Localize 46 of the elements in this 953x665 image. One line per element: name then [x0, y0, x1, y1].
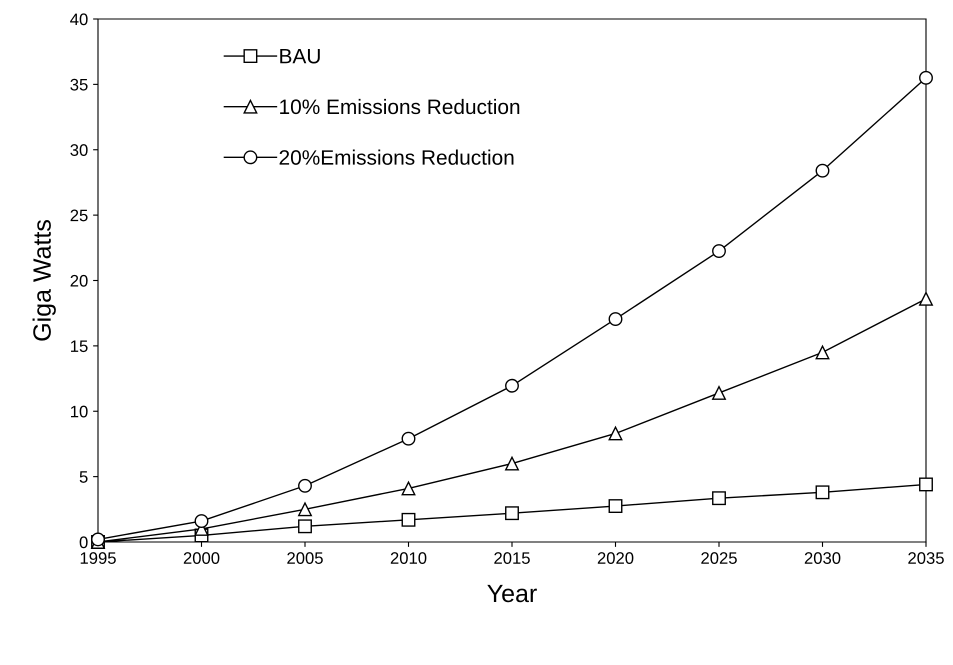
point: [402, 432, 416, 446]
x-tick-label: 2000: [184, 552, 220, 564]
point: [298, 519, 312, 534]
point: [505, 506, 519, 520]
point: [816, 345, 830, 360]
point: [816, 485, 830, 500]
y-tick-label: 15: [71, 340, 88, 352]
point: [816, 164, 830, 178]
y-tick-label: 10: [71, 406, 88, 418]
y-tick-label: 35: [70, 78, 88, 91]
x-tick-label: 2010: [390, 552, 426, 564]
point: [712, 491, 726, 506]
y-tick-label: 20: [70, 274, 88, 287]
y-tick-label: 30: [70, 144, 88, 156]
point: [919, 292, 933, 306]
point: [712, 386, 726, 400]
y-axis-title: Giga Watts: [32, 220, 56, 341]
point: [298, 502, 312, 516]
point: [298, 478, 312, 493]
x-tick-label: 2035: [908, 552, 944, 564]
y-tick-label: 5: [80, 471, 88, 483]
x-tick-label: 1995: [80, 552, 116, 564]
point: [919, 70, 933, 85]
point: [505, 378, 519, 393]
point: [712, 244, 726, 258]
y-tick-label: 40: [70, 13, 88, 26]
point: [608, 426, 622, 440]
point: [608, 312, 622, 326]
y-tick-label: 25: [70, 210, 88, 222]
point: [919, 478, 933, 492]
x-tick-label: 2005: [287, 552, 323, 564]
legend-label: 20%Emissions Reduction: [280, 150, 514, 165]
x-axis-title: Year: [487, 584, 537, 602]
point: [402, 481, 416, 496]
x-tick-label: 2030: [804, 552, 840, 564]
x-tick-label: 2020: [598, 552, 634, 564]
y-tick-label: 0: [80, 536, 88, 548]
x-tick-label: 2025: [701, 552, 737, 564]
legend-label: 10% Emissions Reduction: [280, 98, 520, 114]
x-tick-label: 2015: [494, 552, 530, 564]
point: [194, 514, 208, 528]
point: [91, 532, 105, 546]
legend-label: BAU: [280, 48, 320, 64]
point: [505, 456, 519, 470]
point: [402, 512, 416, 527]
point: [608, 499, 622, 513]
